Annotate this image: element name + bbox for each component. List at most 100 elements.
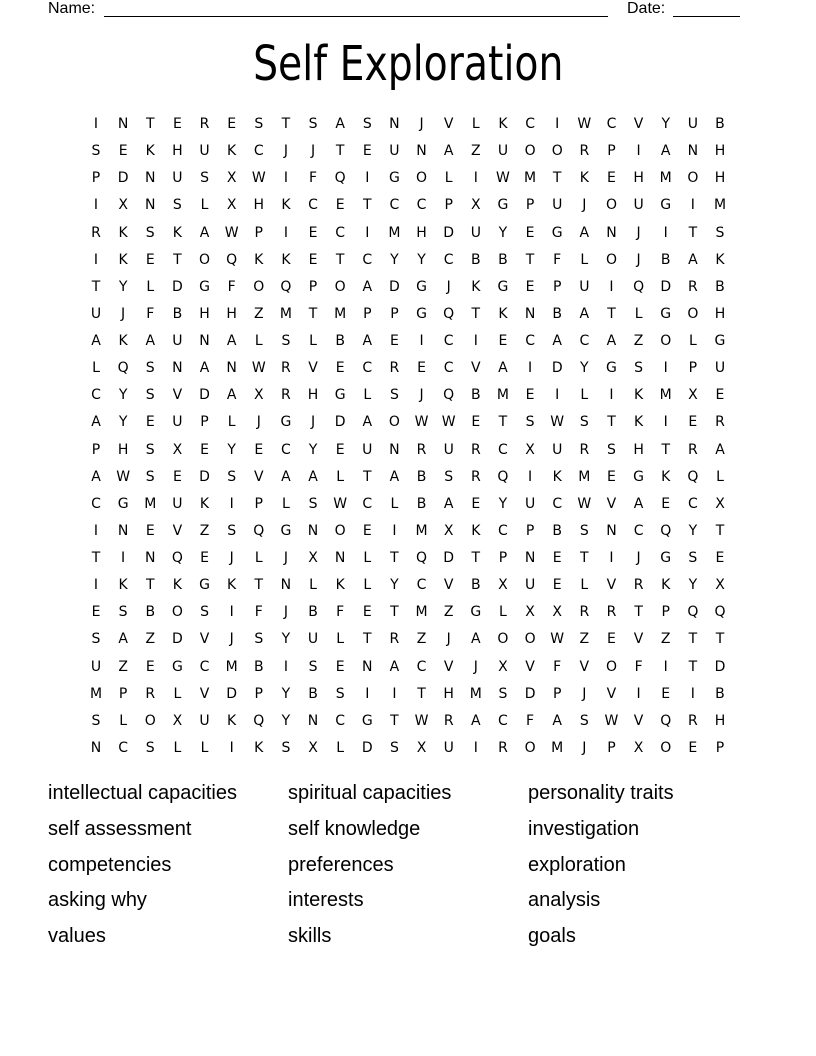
grid-letter: P <box>607 739 616 756</box>
grid-letter: I <box>229 739 234 756</box>
grid-letter: A <box>362 333 373 350</box>
page-title-text: Self Exploration <box>252 36 564 92</box>
date-field-line[interactable] <box>673 16 740 17</box>
grid-letter: R <box>579 143 590 160</box>
grid-letter: L <box>444 170 453 187</box>
grid-letter: K <box>498 305 508 322</box>
grid-letter: J <box>229 550 234 567</box>
grid-letter: V <box>633 116 644 132</box>
grid-letter: T <box>335 143 345 160</box>
grid-letter: J <box>310 414 316 431</box>
grid-letter: S <box>172 197 182 214</box>
grid-letter: N <box>362 658 373 675</box>
grid-letter: L <box>580 251 589 268</box>
grid-letter: E <box>715 550 725 567</box>
grid-letter: V <box>443 116 454 132</box>
grid-letter: Q <box>280 278 292 295</box>
grid-letter: F <box>227 278 236 295</box>
grid-letter: P <box>254 495 263 512</box>
grid-letter: T <box>145 116 155 132</box>
grid-letter: M <box>144 495 157 512</box>
grid-letter: Q <box>171 550 183 567</box>
grid-letter: R <box>687 278 698 295</box>
grid-letter: R <box>579 604 590 621</box>
grid-letter: J <box>446 631 451 648</box>
grid-letter: S <box>145 360 155 377</box>
word-list-item: personality traits <box>528 782 674 804</box>
grid-letter: P <box>390 305 399 322</box>
grid-letter: A <box>91 333 101 350</box>
grid-letter: F <box>553 658 562 675</box>
grid-letter: S <box>145 224 155 241</box>
grid-letter: B <box>552 522 562 539</box>
grid-letter: M <box>279 305 292 322</box>
grid-letter: U <box>552 441 563 458</box>
grid-letter: E <box>335 658 345 675</box>
grid-letter: K <box>281 251 291 268</box>
grid-letter: Z <box>579 631 590 648</box>
grid-letter: A <box>91 468 101 485</box>
grid-letter: D <box>226 685 238 702</box>
grid-letter: G <box>470 604 482 621</box>
grid-letter: M <box>524 170 537 187</box>
grid-letter: U <box>90 305 102 322</box>
grid-letter: H <box>714 170 726 187</box>
grid-letter: Z <box>443 604 454 621</box>
grid-letter: A <box>633 495 644 512</box>
grid-letter: W <box>224 224 239 241</box>
grid-letter: B <box>145 604 156 621</box>
grid-letter: D <box>551 360 563 377</box>
grid-letter: S <box>145 387 155 404</box>
grid-letter: T <box>634 604 643 621</box>
grid-letter: U <box>524 495 536 512</box>
grid-letter: A <box>579 305 590 322</box>
grid-letter: H <box>226 305 237 322</box>
grid-letter: E <box>362 143 372 160</box>
grid-letter: Y <box>688 577 698 594</box>
grid-letter: U <box>497 143 509 160</box>
grid-letter: C <box>579 333 590 350</box>
grid-letter: I <box>392 522 397 539</box>
grid-letter: T <box>688 658 698 675</box>
grid-letter: T <box>715 631 725 648</box>
grid-letter: P <box>552 685 562 702</box>
word-list-item: preferences <box>288 853 394 876</box>
grid-letter: X <box>308 739 318 756</box>
grid-letter: H <box>714 712 726 729</box>
grid-letter: S <box>308 495 318 512</box>
grid-letter: Y <box>688 522 698 539</box>
word-list-item: competencies <box>48 853 172 876</box>
grid-letter: E <box>227 116 237 132</box>
grid-letter: Y <box>390 577 399 594</box>
grid-letter: N <box>606 224 617 241</box>
grid-letter: A <box>91 414 101 431</box>
word-list-item: analysis <box>528 889 601 912</box>
grid-letter: V <box>443 577 454 594</box>
grid-letter: B <box>471 387 481 404</box>
grid-letter: Q <box>334 170 346 187</box>
grid-letter: O <box>524 143 536 160</box>
grid-letter: H <box>714 305 726 322</box>
grid-letter: B <box>471 577 481 594</box>
grid-letter: M <box>415 604 428 621</box>
grid-letter: S <box>715 224 725 241</box>
grid-letter: A <box>688 251 698 268</box>
grid-letter: X <box>308 550 318 567</box>
grid-letter: K <box>715 251 725 268</box>
grid-letter: T <box>498 414 508 431</box>
grid-letter: K <box>335 577 345 594</box>
grid-letter: O <box>605 251 617 268</box>
word-list-item: goals <box>528 925 576 948</box>
grid-letter: A <box>199 360 210 377</box>
grid-letter: J <box>582 197 587 214</box>
grid-letter: L <box>173 739 182 756</box>
grid-letter: I <box>473 333 478 350</box>
grid-letter: E <box>471 495 481 512</box>
grid-letter: V <box>606 495 617 512</box>
grid-letter: P <box>91 170 101 187</box>
grid-letter: W <box>550 631 565 648</box>
grid-letter: V <box>525 658 535 675</box>
grid-letter: F <box>634 658 643 675</box>
name-field-line[interactable] <box>104 16 608 17</box>
grid-letter: P <box>363 305 372 322</box>
